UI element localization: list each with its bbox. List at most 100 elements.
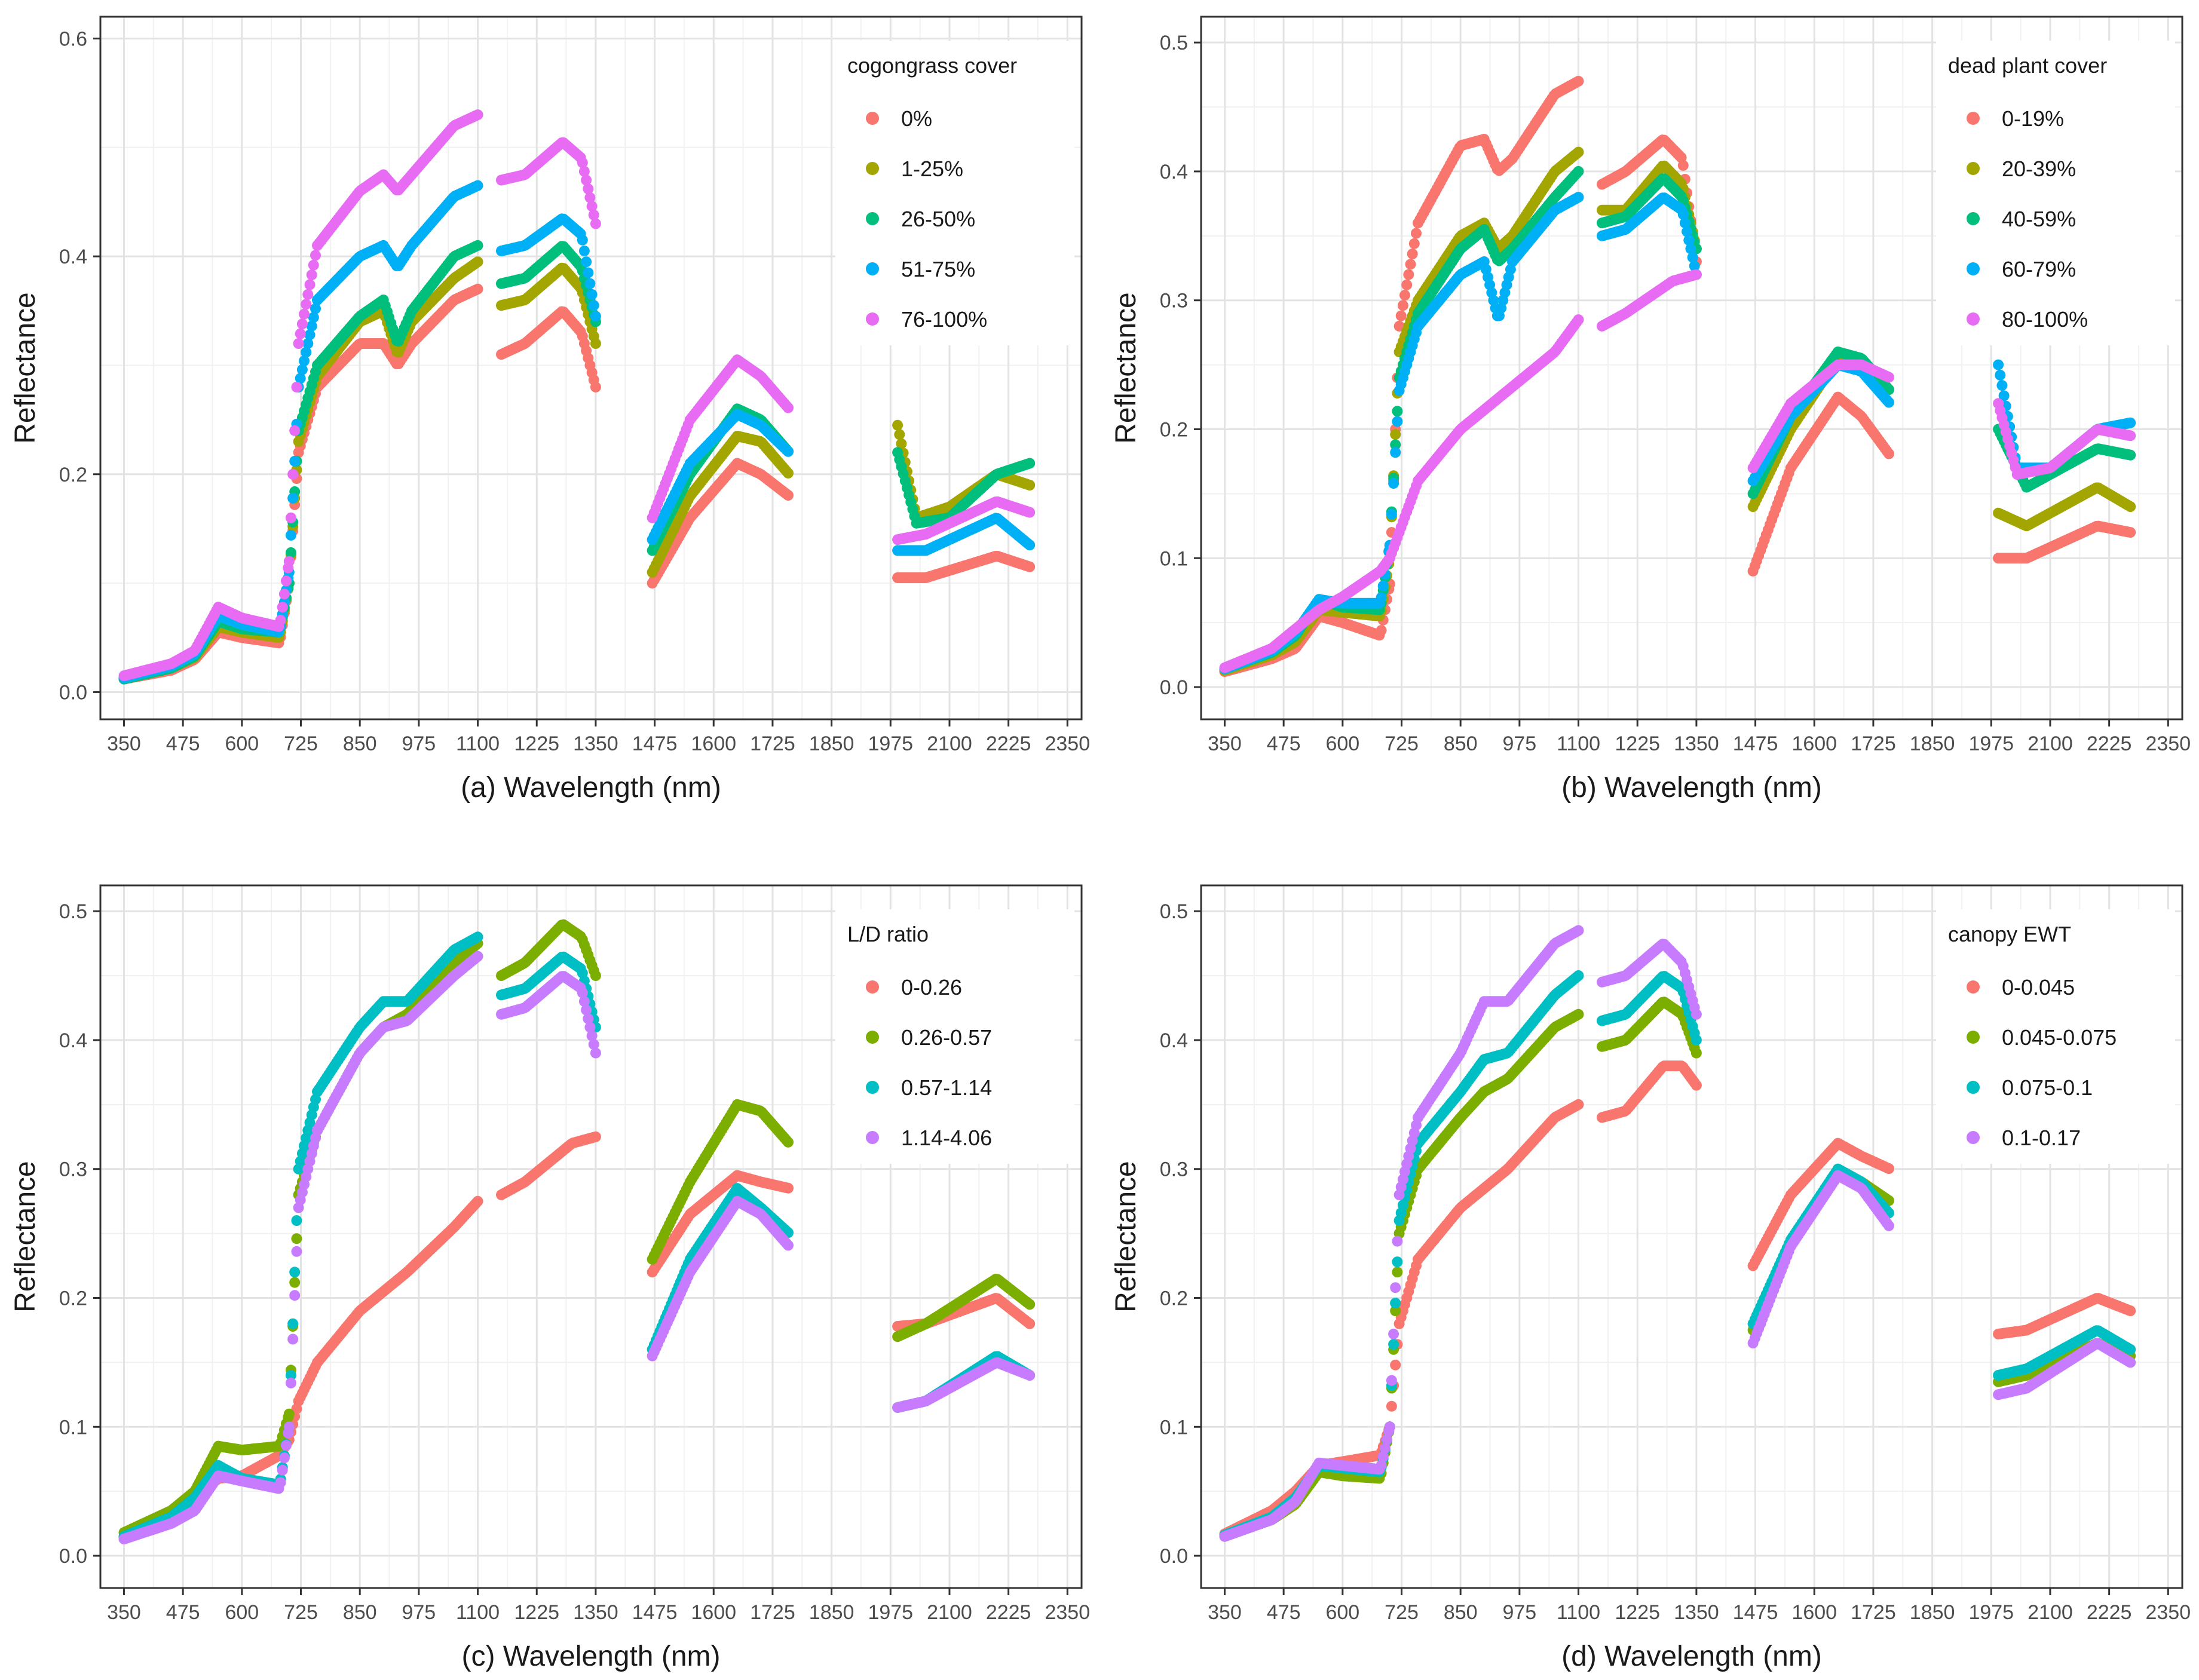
legend-label: 40-59%: [2002, 207, 2076, 231]
x-tick-label: 1725: [1851, 732, 1896, 755]
data-point: [1573, 165, 1584, 177]
legend-title: dead plant cover: [1948, 53, 2107, 78]
data-point: [583, 183, 594, 195]
data-point: [1024, 1299, 1036, 1310]
data-point: [302, 289, 314, 300]
y-tick-label: 0.5: [1160, 32, 1188, 54]
data-point: [287, 1318, 299, 1329]
data-point: [1995, 369, 2006, 381]
data-point: [586, 289, 598, 300]
chart-a: 350 475 600 725 850 975 1100 1225 1350 1475 1600 17…: [10, 16, 1090, 804]
legend-key: [1967, 162, 1980, 175]
x-tick-label: 475: [1267, 732, 1301, 755]
legend-label: 1-25%: [901, 157, 963, 181]
data-point: [1401, 279, 1413, 290]
data-point: [583, 267, 594, 278]
data-point: [472, 1195, 483, 1207]
data-point: [590, 311, 601, 322]
data-point: [1407, 249, 1418, 259]
x-axis-title: (b) Wavelength (nm): [1561, 772, 1822, 804]
data-point: [287, 468, 299, 480]
data-point: [1411, 228, 1422, 239]
legend-label: 20-39%: [2002, 157, 2076, 181]
data-point: [783, 1182, 794, 1194]
data-point: [578, 246, 590, 256]
legend-label: 0%: [901, 106, 932, 131]
legend-key: [866, 312, 879, 326]
data-point: [1883, 397, 1894, 408]
data-point: [584, 278, 596, 289]
x-tick-label: 475: [166, 732, 200, 755]
data-point: [302, 338, 314, 349]
data-point: [1573, 146, 1584, 158]
y-tick-label: 0.0: [1160, 676, 1188, 699]
data-point: [275, 615, 286, 626]
data-point: [1677, 160, 1689, 171]
data-point: [1024, 539, 1036, 551]
x-tick-label: 2350: [1045, 732, 1090, 755]
legend-key: [1967, 212, 1980, 225]
data-point: [306, 320, 317, 332]
legend-label: 60-79%: [2002, 257, 2076, 281]
data-point: [577, 157, 588, 168]
data-point: [295, 373, 306, 384]
data-point: [291, 1215, 302, 1226]
data-point: [299, 308, 310, 320]
x-tick-label: 1600: [691, 732, 736, 755]
data-point: [304, 329, 316, 341]
legend-label: 26-50%: [901, 207, 975, 231]
data-point: [581, 174, 592, 186]
data-point: [285, 547, 296, 558]
x-tick-label: 2225: [986, 732, 1031, 755]
legend-key: [1967, 262, 1980, 275]
data-point: [588, 300, 599, 311]
data-point: [2125, 449, 2136, 461]
x-tick-label: 1225: [1615, 732, 1660, 755]
data-point: [590, 338, 601, 349]
x-tick-label: 850: [343, 732, 377, 755]
data-point: [281, 575, 292, 587]
data-point: [1993, 359, 2004, 370]
x-tick-label: 725: [284, 732, 318, 755]
data-point: [590, 218, 601, 229]
data-point: [283, 556, 295, 567]
data-point: [783, 402, 794, 413]
data-point: [1386, 508, 1397, 520]
legend: dead plant cover 0-19% 20-39% 40-59% 60-79% 8…: [1936, 41, 2175, 345]
data-point: [1405, 259, 1416, 270]
data-point: [304, 279, 316, 290]
legend-key: [866, 112, 879, 125]
data-point: [289, 1267, 301, 1278]
chart-c: 350 475 600 725 850 975 1100 1225 1350 1475 1600 17…: [10, 884, 1090, 1672]
data-point: [472, 240, 483, 251]
data-point: [291, 1233, 302, 1244]
legend-label: 80-100%: [2002, 307, 2088, 332]
data-point: [472, 283, 483, 295]
x-tick-label: 725: [1385, 732, 1419, 755]
data-point: [1395, 310, 1407, 321]
data-point: [278, 588, 290, 600]
x-tick-label: 1100: [1557, 732, 1600, 755]
data-point: [1883, 448, 1894, 459]
x-tick-label: 2225: [2087, 732, 2132, 755]
y-tick-label: 0.0: [59, 681, 87, 704]
data-point: [1024, 507, 1036, 518]
data-point: [287, 492, 299, 504]
data-point: [892, 419, 904, 431]
data-point: [590, 381, 601, 393]
data-point: [1403, 269, 1414, 280]
data-point: [1573, 75, 1584, 87]
x-tick-label: 2100: [2028, 732, 2073, 755]
x-tick-label: 1100: [456, 732, 500, 755]
data-point: [783, 1136, 794, 1148]
y-axis-title: Reflectance: [1110, 292, 1142, 443]
data-point: [1376, 625, 1387, 636]
x-tick-label: 1350: [573, 732, 618, 755]
x-axis-title: (a) Wavelength (nm): [461, 772, 721, 804]
data-point: [588, 209, 599, 220]
x-tick-label: 2350: [2145, 732, 2191, 755]
y-tick-label: 0.6: [59, 27, 87, 50]
legend-label: 0-19%: [2002, 106, 2064, 131]
data-point: [1024, 480, 1036, 490]
